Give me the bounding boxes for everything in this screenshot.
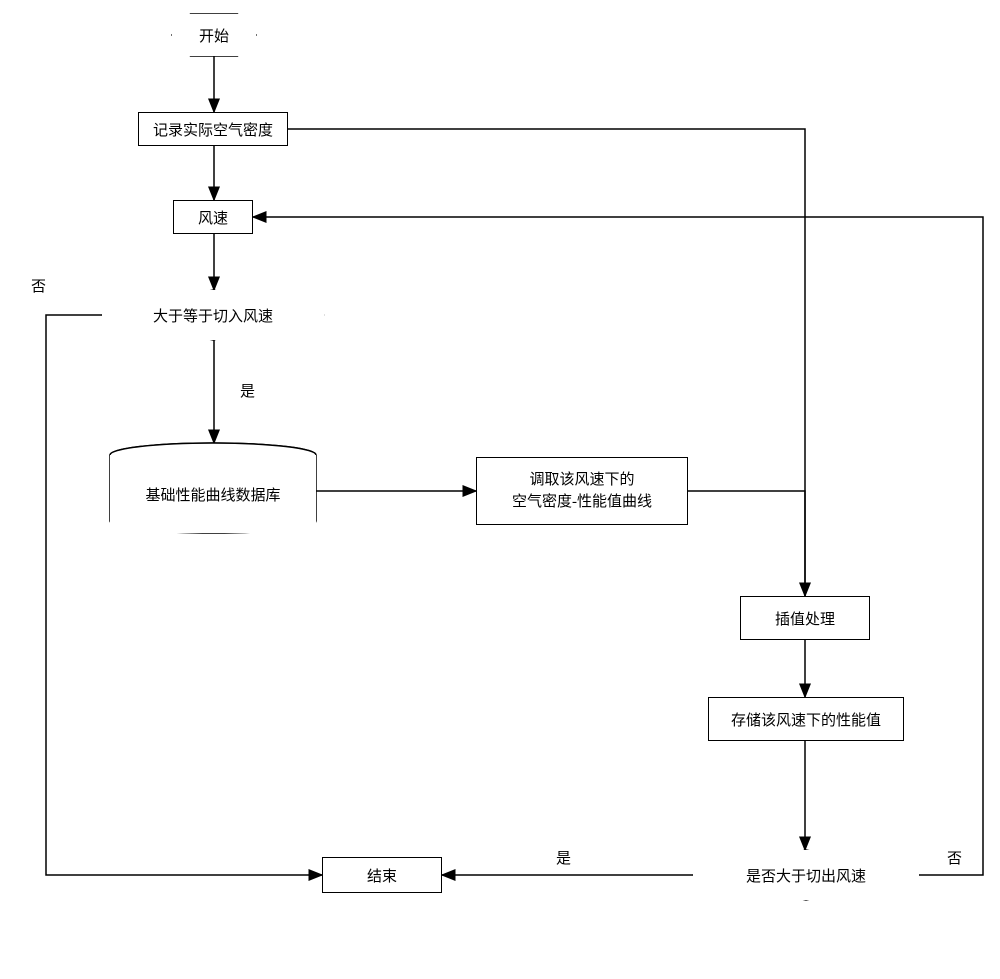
db-label: 基础性能曲线数据库 <box>110 455 316 533</box>
no2-label: 否 <box>947 847 962 868</box>
gte-cutin-label: 大于等于切入风速 <box>102 290 324 340</box>
record-density-node: 记录实际空气密度 <box>138 112 288 146</box>
gt-cutout-label: 是否大于切出风速 <box>693 850 919 900</box>
end-label: 结束 <box>367 865 397 886</box>
record-density-label: 记录实际空气密度 <box>153 119 273 140</box>
interp-label: 插值处理 <box>775 608 835 629</box>
fetch-curve-node: 调取该风速下的 空气密度-性能值曲线 <box>476 457 688 525</box>
yes1-label: 是 <box>240 380 255 401</box>
no1-label: 否 <box>31 275 46 296</box>
wind-speed-label: 风速 <box>198 207 228 228</box>
end-node: 结束 <box>322 857 442 893</box>
store-label: 存储该风速下的性能值 <box>731 709 881 730</box>
wind-speed-node: 风速 <box>173 200 253 234</box>
fetch-curve-label: 调取该风速下的 空气密度-性能值曲线 <box>512 469 652 514</box>
interp-node: 插值处理 <box>740 596 870 640</box>
start-node-label: 开始 <box>172 14 256 56</box>
yes2-label: 是 <box>556 847 571 868</box>
store-node: 存储该风速下的性能值 <box>708 697 904 741</box>
